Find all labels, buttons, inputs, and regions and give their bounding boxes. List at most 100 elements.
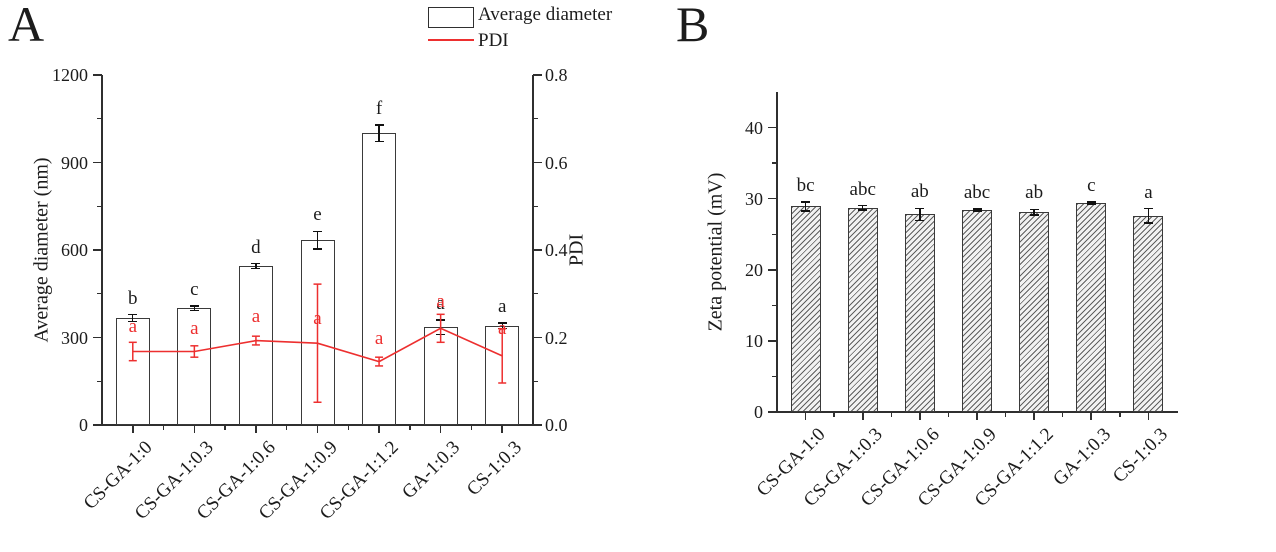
pdi-sig-letter: a <box>190 317 199 339</box>
y-minor-tick <box>772 375 777 378</box>
right-minor-tick <box>533 380 538 382</box>
error-cap-top <box>128 314 138 316</box>
error-bar <box>501 322 503 329</box>
error-cap-top <box>1086 201 1096 203</box>
y-minor-tick <box>97 293 102 295</box>
error-bar <box>255 263 257 269</box>
right-minor-tick <box>533 293 538 295</box>
right-tick-label: 0.4 <box>545 240 568 260</box>
y-major-tick <box>768 197 777 200</box>
sig-letter: a <box>1144 181 1153 203</box>
x-minor-tick <box>947 413 950 417</box>
sig-letter: a <box>436 293 445 314</box>
right-tick-label: 0.8 <box>545 65 568 85</box>
y-major-tick <box>93 424 102 426</box>
legend-item-pdi: PDI <box>478 30 509 51</box>
x-minor-tick <box>1004 413 1007 417</box>
error-bar <box>439 320 442 335</box>
error-cap-top <box>972 208 982 210</box>
x-minor-tick <box>470 426 473 430</box>
y-major-tick <box>93 336 102 339</box>
bar-CS-GA-1:0.9 <box>962 210 992 412</box>
panel-b-label: B <box>676 0 710 52</box>
x-minor-tick <box>1119 413 1121 417</box>
sig-letter: ab <box>1025 182 1044 204</box>
right-tick-label: 0.2 <box>545 327 568 348</box>
error-cap-top <box>915 207 925 209</box>
x-minor-tick <box>347 426 349 430</box>
y-major-tick <box>93 161 102 164</box>
right-tick-label: 0.6 <box>545 152 568 173</box>
error-cap-top <box>497 322 507 324</box>
error-cap-top <box>858 205 868 207</box>
x-major-tick <box>1147 413 1150 420</box>
right-major-tick <box>533 424 542 426</box>
panel-a-label: A <box>8 0 45 52</box>
bar-GA-1:0.3 <box>423 327 458 425</box>
pdi-sig-letter: a <box>436 290 445 312</box>
right-major-tick <box>533 74 542 76</box>
error-cap-top <box>374 124 384 126</box>
y-tick-label: 0 <box>79 415 88 435</box>
x-major-tick <box>255 426 257 433</box>
error-cap-bottom <box>128 321 138 323</box>
error-bar <box>132 314 134 322</box>
bar-GA-1:0.3 <box>1076 202 1107 412</box>
y-major-tick <box>768 268 777 271</box>
error-cap-bottom <box>374 141 384 143</box>
x-major-tick <box>439 426 442 433</box>
error-cap-bottom <box>251 267 261 270</box>
error-cap-top <box>1029 208 1039 211</box>
y-tick-label: 1200 <box>52 65 88 85</box>
error-bar <box>316 231 319 249</box>
error-cap-bottom <box>313 248 322 250</box>
y-tick-label: 0 <box>754 402 763 422</box>
error-cap-bottom <box>1143 222 1153 224</box>
x-axis-B <box>776 411 1178 413</box>
x-minor-tick <box>162 426 165 430</box>
y-major-tick <box>768 340 777 342</box>
error-cap-top <box>251 263 261 265</box>
y-tick-label: 30 <box>745 188 763 209</box>
pdi-sig-letter: a <box>251 306 261 328</box>
error-cap-bottom <box>858 209 868 211</box>
bar-CS-1:0.3 <box>1133 215 1164 412</box>
error-bar <box>804 201 807 212</box>
bar-CS-1:0.3 <box>485 325 520 425</box>
x-axis-A <box>101 424 534 426</box>
sig-letter: abc <box>849 178 876 200</box>
error-bar <box>193 306 196 311</box>
error-cap-top <box>189 305 199 307</box>
bar-CS-GA-1:0.6 <box>904 214 935 412</box>
error-cap-top <box>801 201 811 203</box>
error-cap-top <box>313 230 322 233</box>
x-major-tick <box>861 413 864 420</box>
y-minor-tick <box>772 233 777 235</box>
y-minor-tick <box>97 380 102 382</box>
x-minor-tick <box>409 426 411 430</box>
legend-pdi-line-swatch <box>428 39 474 41</box>
error-cap-bottom <box>1029 214 1039 216</box>
x-tick-label-CS-1:0.3: CS-1:0.3 <box>1109 424 1173 488</box>
y-tick-label: 20 <box>745 259 763 280</box>
y-tick-label: 10 <box>745 330 763 351</box>
y-tick-label: 600 <box>61 240 88 260</box>
bar-CS-GA-1:0.3 <box>847 207 878 412</box>
y-axis-B <box>776 92 778 412</box>
x-major-tick <box>378 426 380 433</box>
x-minor-tick <box>890 413 892 417</box>
error-cap-top <box>1143 207 1153 210</box>
bar-CS-GA-1:0.6 <box>238 266 273 425</box>
y-major-tick <box>93 249 102 251</box>
bar-CS-GA-1:1.2 <box>1019 212 1050 412</box>
y-minor-tick <box>97 205 102 207</box>
x-major-tick <box>976 413 978 420</box>
x-tick-label-GA-1:0.3: GA-1:0.3 <box>398 437 465 503</box>
error-bar <box>919 208 921 221</box>
x-major-tick <box>919 413 921 420</box>
x-major-tick <box>1033 413 1035 420</box>
sig-letter: c <box>190 279 199 300</box>
bar-CS-GA-1:0 <box>790 206 821 412</box>
sig-letter: abc <box>963 181 991 203</box>
x-minor-tick <box>286 426 288 430</box>
